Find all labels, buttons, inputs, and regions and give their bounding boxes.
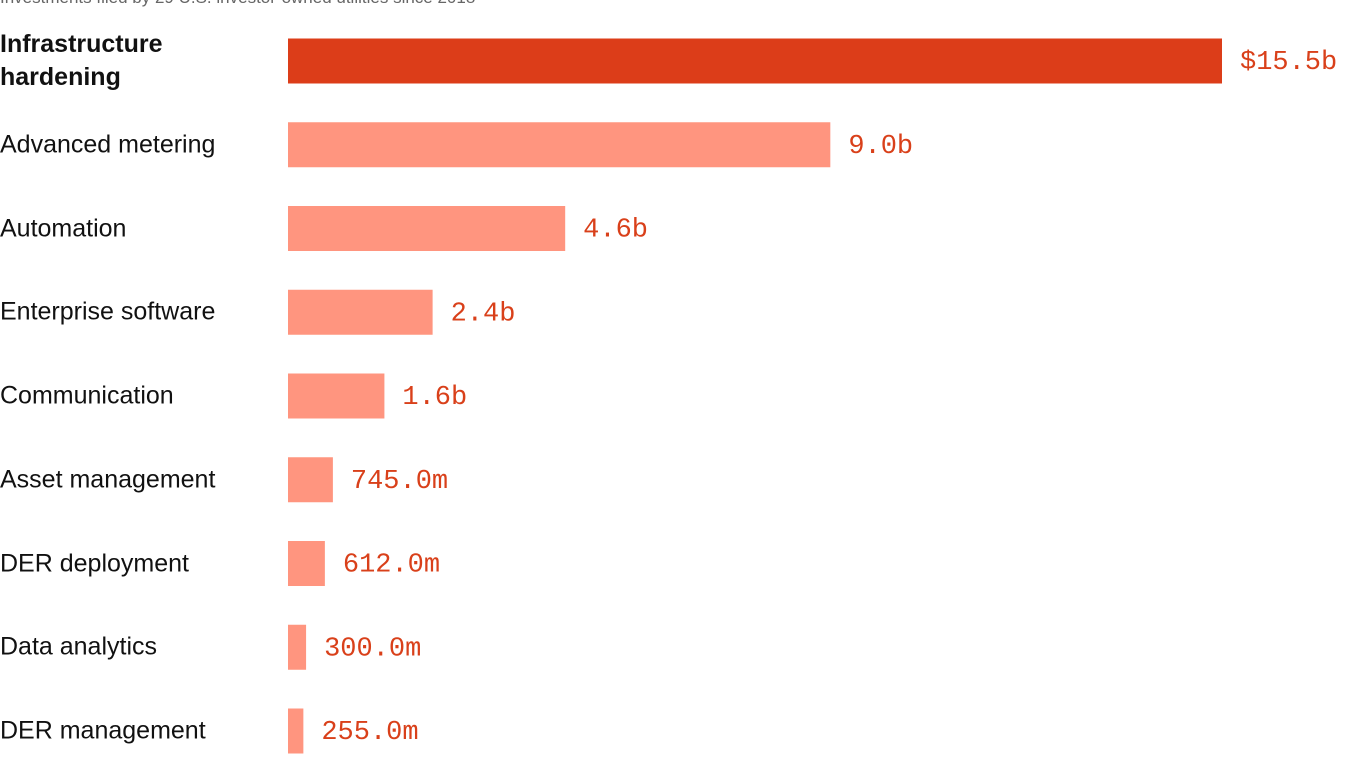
value-label: 1.6b [402,383,467,413]
category-label: Communication [0,381,174,410]
value-label: 745.0m [351,467,448,497]
category-label: DER deployment [0,549,189,577]
bar [288,541,325,586]
bar [288,122,831,168]
category-label: DER management [0,716,206,745]
category-label: Asset management [0,465,216,494]
chart-subtitle: Investments filed by 29 U.S. investor-ow… [0,0,475,8]
category-label: Advanced metering [0,130,216,159]
category-label: Infrastructure hardening [0,30,163,91]
bar [288,624,307,670]
category-label: Automation [0,214,127,242]
value-label: 255.0m [321,718,418,748]
value-label: 2.4b [451,299,516,329]
value-label: 9.0b [848,132,913,162]
bar [288,38,1222,84]
bar [288,206,566,251]
value-label: $15.5b [1240,48,1337,78]
bar [288,708,304,754]
bar [288,289,433,335]
value-label: 612.0m [343,551,440,581]
value-label: 4.6b [583,216,648,246]
bar [288,457,333,503]
category-label: Enterprise software [0,297,216,326]
category-label: Data analytics [0,632,158,661]
bar [288,373,385,419]
value-label: 300.0m [324,634,421,664]
